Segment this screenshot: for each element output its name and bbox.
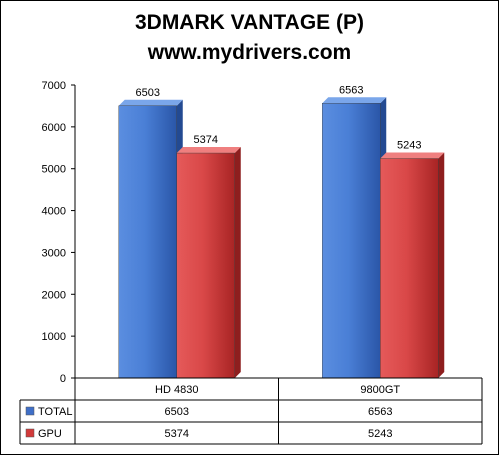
bar-side-gpu bbox=[438, 152, 445, 378]
y-tick-label: 4000 bbox=[42, 206, 66, 218]
y-tick-label: 6000 bbox=[42, 122, 66, 134]
legend-label-gpu: GPU bbox=[38, 428, 62, 440]
chart-subtitle: www.mydrivers.com bbox=[147, 41, 352, 64]
data-label: 6563 bbox=[339, 84, 363, 96]
data-label: 6503 bbox=[136, 87, 160, 99]
category-label: HD 4830 bbox=[155, 384, 198, 396]
bar-top-total bbox=[118, 99, 183, 106]
y-tick-label: 5000 bbox=[42, 164, 66, 176]
legend-key-total bbox=[25, 406, 35, 416]
table-cell-value: 5243 bbox=[368, 428, 392, 440]
y-tick-label: 0 bbox=[60, 373, 66, 385]
table-cell-value: 6503 bbox=[165, 406, 189, 418]
bar-top-gpu bbox=[176, 147, 241, 154]
data-label: 5243 bbox=[397, 140, 421, 152]
bar-total-1 bbox=[322, 103, 381, 379]
y-tick-label: 3000 bbox=[42, 247, 66, 259]
y-tick-label: 2000 bbox=[42, 289, 66, 301]
legend-key-gpu bbox=[25, 428, 35, 438]
chart-title: 3DMARK VANTAGE (P) bbox=[134, 11, 365, 34]
data-label: 5374 bbox=[194, 134, 218, 146]
y-tick-label: 1000 bbox=[42, 331, 66, 343]
category-label: 9800GT bbox=[360, 384, 400, 396]
bar-top-gpu bbox=[380, 152, 445, 159]
table-cell-value: 5374 bbox=[165, 428, 189, 440]
bar-gpu-1 bbox=[380, 158, 439, 379]
bar-top-total bbox=[322, 97, 387, 104]
bar-gpu-0 bbox=[176, 152, 235, 379]
legend-label-total: TOTAL bbox=[38, 406, 72, 418]
bar-side-gpu bbox=[234, 147, 241, 378]
bar-total-0 bbox=[118, 105, 177, 379]
table-cell-value: 6563 bbox=[368, 406, 392, 418]
y-tick-label: 7000 bbox=[42, 80, 66, 92]
